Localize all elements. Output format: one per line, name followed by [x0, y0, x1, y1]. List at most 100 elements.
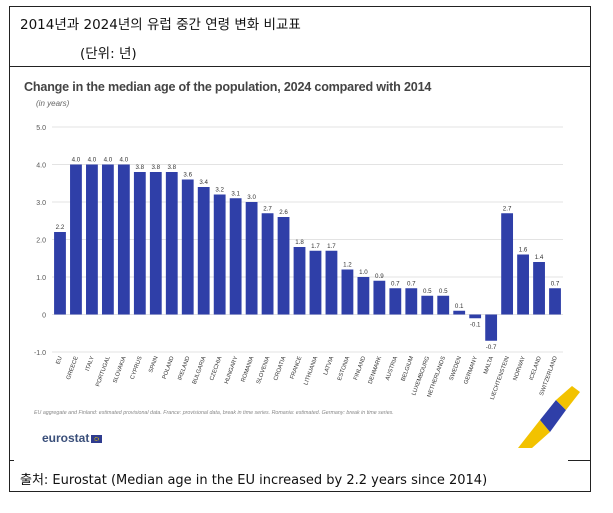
data-label: 4.0 — [104, 157, 113, 164]
eurostat-logo: eurostat — [42, 431, 103, 445]
x-tick-label: CYPRUS — [130, 356, 144, 381]
data-label: 3.0 — [247, 194, 256, 201]
swoosh-blue — [540, 400, 566, 432]
x-tick-label: MALTA — [483, 356, 495, 376]
bar-spain — [149, 172, 162, 315]
data-label: 0.7 — [551, 280, 560, 287]
data-label: 1.7 — [311, 243, 320, 250]
bar-slovenia — [261, 213, 274, 315]
logo-text: eurostat — [42, 431, 90, 445]
y-tick-label: 2.0 — [36, 238, 46, 245]
bar-slovakia — [117, 164, 130, 315]
data-label: 4.0 — [88, 157, 97, 164]
swoosh-yellow-2 — [556, 386, 580, 410]
x-tick-label: LATVIA — [323, 356, 335, 377]
bar-italy — [86, 164, 98, 315]
bar-netherlands — [437, 295, 450, 315]
bar-austria — [389, 288, 402, 315]
x-tick-label: CZECHIA — [209, 356, 223, 382]
y-tick-label: 0 — [42, 313, 46, 320]
data-label: 0.7 — [407, 280, 416, 287]
bar-iceland — [533, 262, 545, 315]
data-label: 3.8 — [136, 164, 145, 171]
data-label: 0.1 — [455, 303, 464, 310]
bar-latvia — [325, 250, 338, 315]
data-label: 1.8 — [295, 239, 304, 246]
bar-switzerland — [549, 288, 561, 315]
data-label: 1.6 — [519, 247, 528, 254]
x-tick-label: SPAIN — [148, 356, 159, 374]
data-label: 2.2 — [56, 224, 65, 231]
x-tick-label: DENMARK — [368, 356, 384, 385]
x-tick-label: SWEDEN — [449, 356, 463, 382]
bar-germany — [469, 314, 482, 319]
data-label: 3.8 — [151, 164, 160, 171]
bar-portugal — [101, 164, 114, 315]
x-tick-label: ROMANIA — [241, 356, 256, 384]
bar-cyprus — [133, 172, 146, 315]
data-label: 3.2 — [215, 187, 224, 194]
x-tick-label: GERMANY — [463, 356, 479, 386]
x-tick-label: BELGIUM — [401, 355, 416, 382]
y-tick-label: 1.0 — [36, 275, 46, 282]
eu-flag-icon — [91, 434, 103, 443]
bar-greece — [70, 164, 82, 315]
chart-title: Change in the median age of the populati… — [24, 80, 432, 94]
data-label: 0.5 — [439, 288, 448, 295]
bar-ireland — [181, 179, 194, 315]
bar-sweden — [453, 310, 466, 315]
bar-malta — [485, 314, 498, 341]
data-label: 3.8 — [167, 164, 176, 171]
bar-liechtenstein — [501, 213, 514, 315]
y-tick-label: -1.0 — [34, 350, 46, 357]
data-label: 1.4 — [535, 254, 544, 261]
data-label: 0.9 — [375, 273, 384, 280]
bar-eu — [54, 232, 66, 315]
data-label: 4.0 — [120, 157, 129, 164]
x-tick-label: FRANCE — [290, 356, 304, 381]
bar-estonia — [341, 269, 354, 315]
x-tick-label: PORTUGAL — [95, 355, 112, 388]
swoosh-yellow — [518, 420, 550, 448]
bar-luxembourg — [421, 295, 434, 315]
y-tick-label: 3.0 — [36, 200, 46, 207]
chart-unit-label: (in years) — [36, 99, 70, 108]
bar-hungary — [229, 198, 242, 315]
source-text: 출처: Eurostat (Median age in the EU incre… — [20, 473, 488, 488]
bar-czechia — [213, 194, 226, 315]
x-tick-label: ESTONIA — [337, 356, 351, 382]
x-tick-label: AUSTRIA — [385, 356, 399, 382]
x-tick-label: SLOVENIA — [256, 356, 272, 385]
data-label: 2.7 — [503, 205, 512, 212]
x-tick-label: POLAND — [162, 356, 176, 380]
y-tick-label: 5.0 — [36, 125, 46, 132]
data-label: -0.7 — [486, 344, 497, 351]
data-label: 0.5 — [423, 288, 432, 295]
data-label: 3.4 — [199, 179, 208, 186]
bar-romania — [245, 202, 258, 315]
page-title: 2014년과 2024년의 유럽 중간 연령 변화 비교표 — [20, 17, 301, 33]
data-label: 0.7 — [391, 280, 400, 287]
x-tick-label: SLOVAKIA — [112, 356, 127, 385]
x-tick-label: GREECE — [66, 356, 80, 381]
x-tick-label: HUNGARY — [224, 356, 240, 385]
data-label: 1.2 — [343, 262, 352, 269]
bar-lithuania — [309, 250, 322, 315]
x-tick-label: ICELAND — [529, 356, 543, 382]
x-tick-label: ITALY — [85, 356, 96, 373]
x-tick-label: IRELAND — [177, 356, 191, 382]
eurostat-swoosh-icon — [518, 386, 580, 448]
data-label: 1.0 — [359, 269, 368, 276]
data-label: 3.1 — [231, 190, 240, 197]
x-tick-label: EU — [55, 356, 63, 366]
x-tick-label: CROATIA — [273, 356, 287, 382]
bar-poland — [165, 172, 178, 315]
data-label: 2.6 — [279, 209, 288, 216]
x-tick-label: BULGARIA — [192, 356, 208, 386]
bar-france — [293, 247, 306, 315]
header-box: 2014년과 2024년의 유럽 중간 연령 변화 비교표 (단위: 년) — [10, 7, 590, 67]
y-tick-label: 4.0 — [36, 163, 46, 170]
data-label: -0.1 — [470, 321, 481, 328]
x-tick-label: FINLAND — [353, 356, 367, 381]
